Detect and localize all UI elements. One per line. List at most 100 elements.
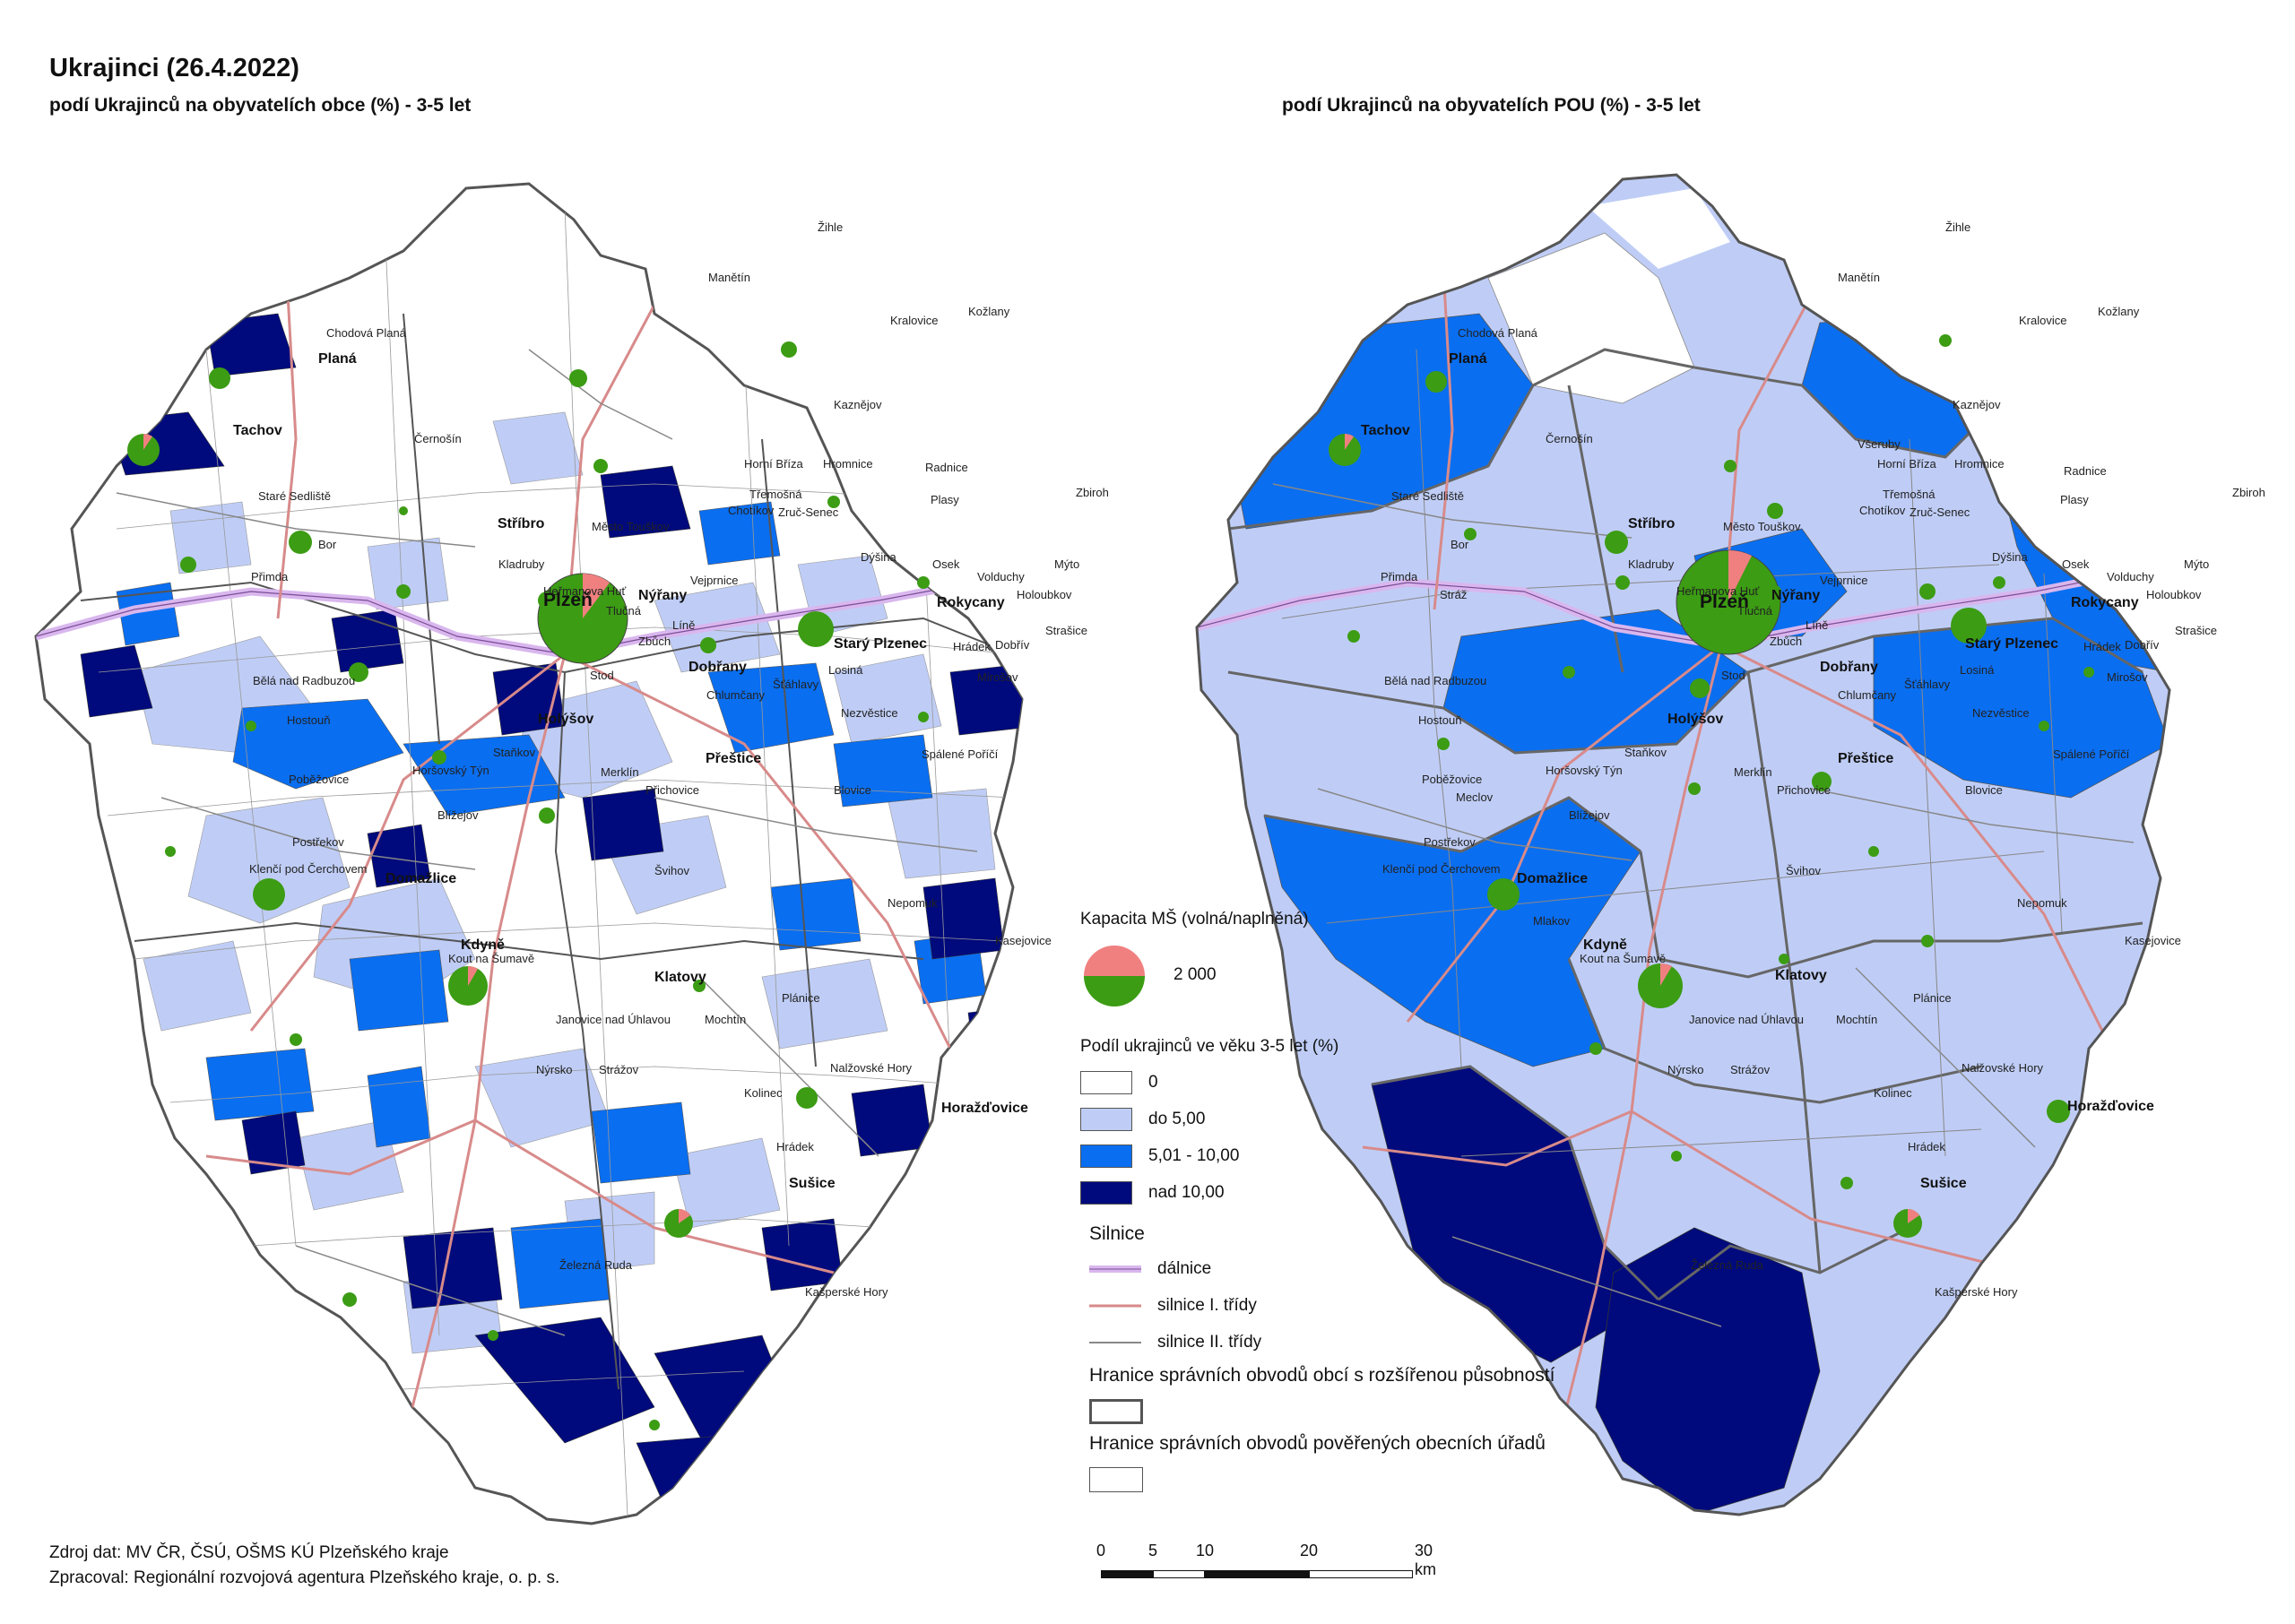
town-label-domazlice-right: Domažlice: [1517, 871, 1589, 886]
town-label-chlumcany: Chlumčany: [706, 688, 766, 702]
town-label-stenovice-right: Šťáhlavy: [1904, 678, 1951, 691]
right-map-subtitle: podí Ukrajinců na obyvatelích POU (%) - …: [1282, 95, 1701, 116]
town-label-postrekov: Postřekov: [292, 835, 344, 849]
pie-plzen: [537, 573, 628, 664]
town-label-osek-right: Osek: [2062, 557, 2090, 571]
legend-class-2: 5,01 - 10,00: [1080, 1145, 1239, 1168]
pie-plzen-right: [1676, 549, 1781, 655]
town-label-nyrsko: Nýrsko: [536, 1063, 573, 1076]
town-label-vejprnice-right: Vejprnice: [1820, 574, 1868, 587]
town-label-janovice: Janovice nad Úhlavou: [556, 1013, 671, 1026]
town-label-dysina: Dýšina: [861, 550, 896, 564]
town-label-postrekov-right: Postřekov: [1424, 835, 1476, 849]
town-label-mito-right: Mýto: [2184, 557, 2210, 571]
town-label-zihle: Žihle: [818, 220, 844, 234]
data-author: Zpracoval: Regionální rozvojová agentura…: [49, 1568, 560, 1587]
town-label-klatovy-right: Klatovy: [1775, 968, 1827, 983]
town-label-holoubkov: Holoubkov: [1017, 588, 1072, 601]
town-label-holysov: Holýšov: [538, 712, 594, 727]
town-label-zelezna-ruda-right: Železná Ruda: [1691, 1258, 1763, 1272]
town-label-hradek-right: Hrádek: [1908, 1140, 1945, 1153]
town-label-kout-right: Kout na Šumavě: [1580, 952, 1667, 965]
legend-dalnice-symbol: [1089, 1266, 1141, 1273]
legend-share-title: Podíl ukrajinců ve věku 3-5 let (%): [1080, 1037, 1339, 1056]
town-label-trem: Třemošná: [749, 488, 802, 501]
scale-tick-20: 20: [1299, 1542, 1319, 1559]
town-label-dysina-right: Dýšina: [1992, 550, 2028, 564]
town-label-tlucna-right: Tlučná: [1737, 604, 1773, 618]
legend-road-dalnice: dálnice: [1089, 1259, 1211, 1279]
town-label-nyrany: Nýřany: [638, 588, 688, 603]
town-label-bor-right: Bor: [1451, 538, 1469, 551]
town-label-hromnice: Hromnice: [823, 457, 873, 471]
town-label-volduchy: Volduchy: [977, 570, 1025, 583]
town-label-kdyne-right: Kdyně: [1583, 937, 1627, 953]
town-label-radnice: Radnice: [925, 461, 968, 474]
pie-susice: [664, 1209, 693, 1238]
town-label-kdyne: Kdyně: [461, 937, 505, 953]
town-label-klenci: Klenčí pod Čerchovem: [249, 862, 368, 876]
town-label-vseruby-right: Všeruby: [1858, 437, 1901, 451]
town-label-zbiroh: Zbiroh: [1076, 486, 1109, 499]
town-label-straz-right: Stráž: [1440, 588, 1468, 601]
town-label-kaznejov-right: Kaznějov: [1953, 398, 2001, 411]
town-label-plana-right: Planá: [1449, 351, 1487, 367]
town-label-kout: Kout na Šumavě: [448, 952, 535, 965]
pie-prestice-right: [1812, 772, 1832, 791]
town-label-kralovice: Kralovice: [890, 314, 939, 327]
town-label-holoubkov-right: Holoubkov: [2146, 588, 2202, 601]
legend-roads-title: Silnice: [1089, 1223, 1145, 1244]
legend-pie-free-half: [1084, 946, 1145, 976]
town-label-stary-plzenec: Starý Plzenec: [834, 636, 928, 652]
town-label-chodova-plana-right: Chodová Planá: [1458, 326, 1537, 340]
town-label-hermanova-hut: Heřmanova Huť: [543, 584, 627, 598]
legend-class-3: nad 10,00: [1080, 1181, 1225, 1205]
town-label-klatovy: Klatovy: [654, 970, 706, 985]
scale-tick-10: 10: [1195, 1542, 1215, 1559]
town-label-pobezovice-right: Poběžovice: [1422, 773, 1483, 786]
town-label-spalene-porici: Spálené Poříčí: [922, 747, 999, 761]
town-label-nyrsko-right: Nýrsko: [1667, 1063, 1704, 1076]
town-label-dobriv: Dobřív: [995, 638, 1030, 652]
town-label-chlumcany-right: Chlumčany: [1838, 688, 1897, 702]
town-label-losina: Losiná: [828, 663, 863, 677]
pie-plana-right: [1425, 371, 1447, 393]
town-label-stary-plzenec-right: Starý Plzenec: [1965, 636, 2059, 652]
legend-class-1-label: do 5,00: [1148, 1110, 1206, 1128]
legend-class-3-label: nad 10,00: [1148, 1183, 1225, 1202]
town-label-strazov-right: Strážov: [1730, 1063, 1771, 1076]
town-label-vejprnice: Vejprnice: [690, 574, 739, 587]
pie-tachov: [127, 433, 160, 466]
pie-domazlice: [253, 878, 285, 911]
town-label-planice-right: Plánice: [1913, 991, 1952, 1005]
town-label-kasejovice: Kasejovice: [995, 934, 1052, 947]
pie-horazdovice-right: [2047, 1100, 2070, 1123]
kindergarten-capacity-pies: [127, 341, 930, 1430]
town-label-kralovice-right: Kralovice: [2019, 314, 2067, 327]
town-label-zruc: Zruč-Senec: [778, 505, 839, 519]
town-label-zbiroh-right: Zbiroh: [2232, 486, 2265, 499]
town-label-rokycany: Rokycany: [937, 595, 1005, 610]
town-label-hermanova-hut-right: Heřmanova Huť: [1676, 584, 1760, 598]
scale-segment-2: [1153, 1570, 1205, 1578]
town-label-tlucna: Tlučná: [606, 604, 642, 618]
town-label-planice: Plánice: [782, 991, 820, 1005]
town-label-mesto-touskov: Město Touškov: [592, 520, 670, 533]
municipality-map: Plzeň Klatovy Domažlice Rokycany Tachov …: [27, 170, 1130, 1551]
town-label-domazlice: Domažlice: [385, 871, 457, 886]
town-label-kaznejov: Kaznějov: [834, 398, 882, 411]
town-label-mesto-touskov-right: Město Touškov: [1723, 520, 1801, 533]
town-label-mlakov-right: Mlakov: [1533, 914, 1571, 928]
town-label-kolinec: Kolinec: [744, 1086, 783, 1100]
data-source: Zdroj dat: MV ČR, ČSÚ, OŠMS KÚ Plzeňskéh…: [49, 1543, 449, 1562]
pie-klatovy-right: [1638, 963, 1683, 1008]
town-label-spalene-porici-right: Spálené Poříčí: [2053, 747, 2130, 761]
town-label-kasperske-hory: Kašperské Hory: [805, 1285, 888, 1299]
legend-silnice-1-symbol: [1089, 1304, 1141, 1308]
town-label-hradek2: Hrádek: [953, 640, 991, 653]
town-label-hostoun: Hostouň: [287, 713, 331, 727]
town-label-pobezovice: Poběžovice: [289, 773, 350, 786]
town-label-susice: Sušice: [789, 1176, 836, 1191]
town-label-kozlany: Kožlany: [968, 305, 1010, 318]
town-label-merklin-right: Merklín: [1734, 765, 1772, 779]
